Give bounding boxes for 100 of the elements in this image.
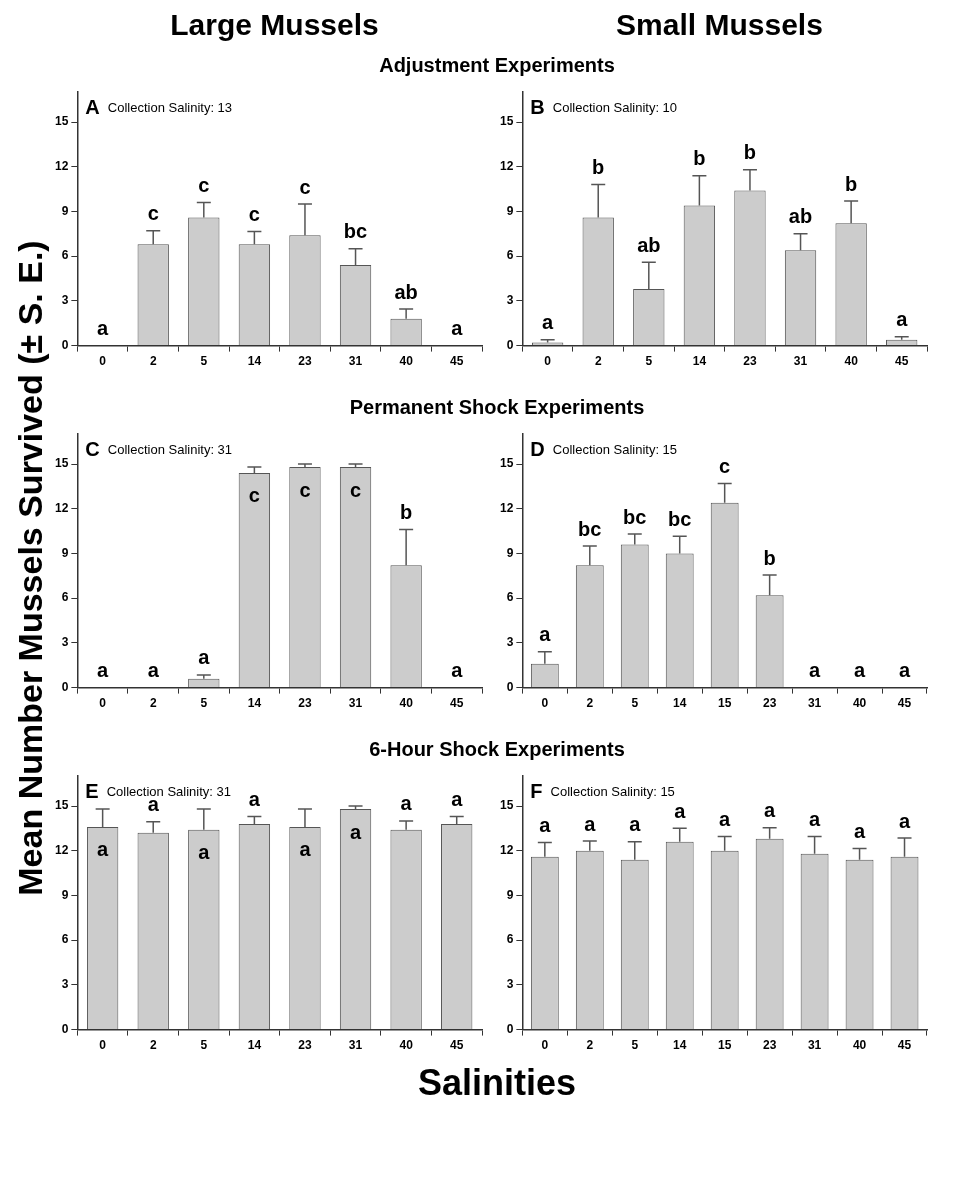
data-label: a xyxy=(299,838,312,861)
data-label: c xyxy=(719,454,731,477)
data-label: c xyxy=(349,478,362,501)
y-tick-label: 12 xyxy=(499,159,514,174)
data-label: a xyxy=(451,317,464,340)
data-label: a xyxy=(147,659,160,682)
x-tick-label: 23 xyxy=(298,354,312,369)
data-label: a xyxy=(898,659,911,682)
y-tick-label: 6 xyxy=(506,590,514,605)
data-label: a xyxy=(809,808,822,831)
data-label: b xyxy=(845,172,858,195)
x-tick-label: 14 xyxy=(673,696,687,711)
y-tick-label: 9 xyxy=(506,545,514,560)
y-tick-label: 0 xyxy=(61,337,69,352)
data-label: a xyxy=(674,799,687,822)
x-tick-label: 45 xyxy=(450,354,464,369)
annotation: C xyxy=(85,437,100,460)
x-tick-label: 0 xyxy=(541,696,549,711)
data-label: a xyxy=(809,659,822,682)
x-tick-label: 2 xyxy=(149,696,157,711)
x-tick-label: 23 xyxy=(743,354,757,369)
data-label: a xyxy=(97,838,110,861)
data-label: ab xyxy=(788,205,813,228)
y-tick-label: 9 xyxy=(61,545,69,560)
x-tick-label: 45 xyxy=(895,354,909,369)
x-tick-label: 40 xyxy=(852,696,867,711)
annotation: Collection Salinity: 15 xyxy=(550,783,675,799)
data-label: c xyxy=(198,174,210,197)
x-tick-label: 2 xyxy=(149,1038,157,1053)
y-tick-label: 3 xyxy=(506,293,514,308)
x-tick-label: 5 xyxy=(200,1038,208,1053)
data-label: ab xyxy=(394,280,418,303)
y-tick-label: 0 xyxy=(61,1021,69,1036)
data-label: a xyxy=(97,317,110,340)
x-tick-label: 2 xyxy=(586,1038,594,1053)
y-tick-label: 3 xyxy=(506,977,514,992)
x-tick-label: 23 xyxy=(762,1038,777,1053)
annotation: Collection Salinity: 15 xyxy=(552,441,678,457)
data-label: a xyxy=(198,841,211,864)
data-label: a xyxy=(719,808,732,831)
y-tick-label: 6 xyxy=(506,248,514,263)
y-tick-label: 12 xyxy=(499,501,514,516)
data-label: c xyxy=(299,175,311,198)
x-tick-label: 31 xyxy=(348,354,363,369)
x-tick-label: 23 xyxy=(762,696,777,711)
x-tick-label: 0 xyxy=(99,1038,107,1053)
y-tick-label: 9 xyxy=(61,887,69,902)
x-tick-label: 45 xyxy=(450,696,464,711)
data-label: ab xyxy=(637,233,661,256)
annotation: D xyxy=(530,437,545,460)
x-tick-label: 45 xyxy=(450,1038,464,1053)
data-label: a xyxy=(629,813,642,836)
annotation: A xyxy=(85,95,100,118)
data-label: a xyxy=(97,659,110,682)
x-tick-label: 5 xyxy=(645,354,653,369)
data-label: a xyxy=(854,820,866,843)
data-label: bc xyxy=(343,220,368,243)
y-tick-label: 15 xyxy=(54,798,69,813)
data-label: b xyxy=(693,147,706,170)
data-label: bc xyxy=(578,517,602,540)
data-label: a xyxy=(349,820,362,843)
data-label: a xyxy=(542,311,555,334)
y-axis-title: Mean Number Mussels Survived (± S. E.) xyxy=(10,240,50,896)
x-tick-label: 45 xyxy=(897,1038,912,1053)
annotation: B xyxy=(530,95,545,118)
data-label: bc xyxy=(623,505,647,528)
x-tick-label: 0 xyxy=(541,1038,549,1053)
annotation: E xyxy=(85,779,99,802)
x-tick-label: 15 xyxy=(717,696,732,711)
x-tick-label: 23 xyxy=(298,1038,312,1053)
x-tick-label: 15 xyxy=(717,1038,732,1053)
chart-subtitle: 6-Hour Shock Experiments xyxy=(368,737,626,762)
y-tick-label: 0 xyxy=(506,1021,514,1036)
x-tick-label: 14 xyxy=(247,696,262,711)
y-tick-label: 9 xyxy=(506,203,514,218)
y-tick-label: 15 xyxy=(54,114,69,129)
y-tick-label: 15 xyxy=(499,114,514,129)
annotation: F xyxy=(530,779,543,802)
chart-subtitle: Adjustment Experiments xyxy=(378,53,616,78)
y-tick-label: 6 xyxy=(61,590,69,605)
x-tick-label: 40 xyxy=(844,354,859,369)
data-label: a xyxy=(896,308,909,331)
x-tick-label: 45 xyxy=(897,696,912,711)
y-tick-label: 12 xyxy=(54,843,69,858)
data-label: a xyxy=(400,792,413,815)
data-label: a xyxy=(248,787,261,810)
data-label: b xyxy=(763,546,776,569)
y-tick-label: 15 xyxy=(499,798,514,813)
x-tick-label: 14 xyxy=(673,1038,687,1053)
x-axis-title: Salinities xyxy=(416,1062,578,1104)
data-label: a xyxy=(198,646,211,669)
x-tick-label: 31 xyxy=(793,354,808,369)
x-tick-label: 0 xyxy=(99,354,107,369)
x-tick-label: 40 xyxy=(399,696,414,711)
y-tick-label: 12 xyxy=(54,159,69,174)
chart-title: Large Mussels xyxy=(169,8,380,43)
data-label: a xyxy=(854,659,866,682)
annotation: Collection Salinity: 13 xyxy=(107,99,233,115)
x-tick-label: 2 xyxy=(586,696,594,711)
data-label: c xyxy=(147,202,159,225)
